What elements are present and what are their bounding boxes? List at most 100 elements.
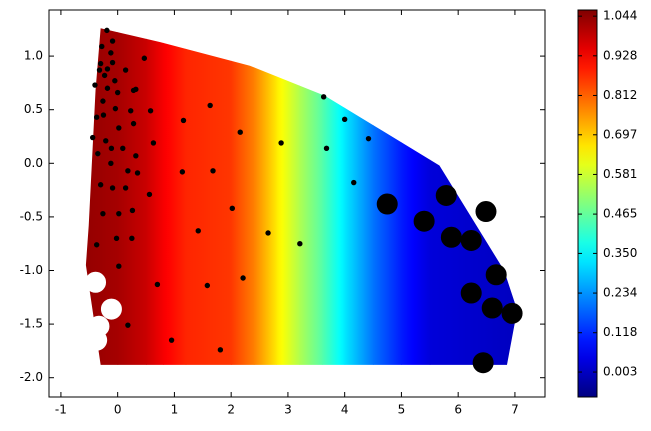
scatter-point (116, 210, 122, 217)
scatter-point (108, 145, 115, 151)
scatter-point (501, 302, 523, 324)
x-tick-label: 0 (114, 403, 122, 417)
scatter-point (323, 145, 330, 151)
scatter-point (122, 67, 129, 73)
scatter (85, 27, 523, 374)
plot-frame (48, 9, 546, 398)
y-tick-label: -1.0 (20, 263, 43, 277)
y-tick-label: 0.5 (24, 102, 43, 116)
scatter-point (475, 201, 497, 223)
colorbar-tick-label: 0.234 (603, 286, 637, 300)
colorbar-tick-label: 0.928 (603, 48, 637, 62)
scatter-point (278, 140, 284, 146)
scatter-point (109, 59, 116, 66)
scatter-point (168, 337, 175, 343)
scatter-point (113, 235, 120, 242)
scatter-point (116, 125, 122, 131)
scatter-point (125, 168, 131, 174)
scatter-point (86, 329, 108, 351)
scatter-point (179, 169, 186, 175)
scatter-point (128, 108, 134, 114)
contour-band (163, 28, 187, 365)
contour-band (231, 28, 255, 365)
scatter-point (97, 182, 104, 188)
x-tick-label: 4 (341, 403, 349, 417)
scatter-point (100, 210, 106, 217)
scatter-point (109, 185, 116, 191)
scatter-point (112, 78, 118, 84)
scatter-point (108, 50, 114, 56)
scatter-point (485, 264, 507, 286)
x-tick-label: 5 (398, 403, 406, 417)
scatter-point (100, 98, 106, 104)
scatter-point (146, 191, 153, 198)
scatter-point (120, 145, 126, 151)
colorbar-tick-label: 0.697 (603, 127, 637, 141)
scatter-point (210, 168, 216, 174)
scatter-point (116, 263, 122, 269)
x-tick-label: -1 (55, 403, 67, 417)
contour-band (276, 28, 300, 365)
scatter-point (134, 170, 141, 176)
scatter-point (112, 105, 119, 112)
contour-band (185, 28, 232, 365)
scatter-point (195, 228, 201, 234)
scatter-point (125, 322, 131, 328)
scatter-point (96, 67, 103, 73)
scatter-point (100, 298, 122, 320)
x-tick-label: 1 (171, 403, 179, 417)
scatter-point (154, 281, 161, 288)
scatter-point (89, 134, 96, 141)
scatter-point (297, 241, 303, 247)
x-tick-label: 7 (511, 403, 519, 417)
scatter-point (85, 271, 107, 293)
scatter-point (122, 185, 129, 191)
scatter-point (440, 226, 462, 248)
scatter-point (104, 66, 111, 72)
scatter-point (207, 102, 213, 109)
y-tick-label: 0.0 (24, 156, 43, 170)
scatter-point (129, 235, 135, 242)
x-tick-label: 2 (227, 403, 235, 417)
scatter-point (114, 89, 121, 96)
contour-band (146, 28, 164, 365)
colorbar-tick-label: 0.003 (603, 365, 637, 379)
scatter-point (103, 138, 109, 144)
scatter-point (100, 112, 107, 118)
scatter-point (180, 117, 187, 124)
scatter-point (435, 184, 457, 206)
scatter-point (141, 55, 148, 61)
y-tick-label: -2.0 (20, 370, 43, 384)
scatter-point (341, 116, 348, 123)
scatter-point (104, 85, 111, 91)
scatter-point (413, 210, 435, 232)
y-tick-label: 1.0 (24, 49, 43, 63)
scatter-point (92, 82, 98, 88)
scatter-point (229, 205, 236, 212)
scatter-point (365, 135, 372, 142)
scatter-point (133, 86, 139, 93)
scatter-point (376, 193, 398, 215)
colorbar-tick-label: 1.044 (603, 9, 637, 23)
y-tick-label: -0.5 (20, 209, 43, 223)
contour-band (117, 28, 147, 365)
scatter-point (351, 179, 357, 186)
scatter-point (93, 114, 100, 120)
scatter-point (104, 27, 110, 34)
scatter-point (265, 230, 271, 236)
scatter-point (133, 153, 139, 159)
scatter-point (460, 229, 482, 251)
scatter-point (460, 282, 482, 304)
scatter-point (108, 160, 114, 166)
contour-band (299, 28, 323, 365)
scatter-point (97, 60, 104, 67)
contour-band (321, 28, 346, 365)
scatter-point (472, 352, 494, 374)
colorbar-tick-label: 0.118 (603, 325, 637, 339)
scatter-point (130, 120, 137, 127)
contour-band (344, 28, 374, 365)
contour-band (253, 28, 278, 365)
colorbar (577, 9, 598, 398)
scatter-point (150, 140, 157, 146)
